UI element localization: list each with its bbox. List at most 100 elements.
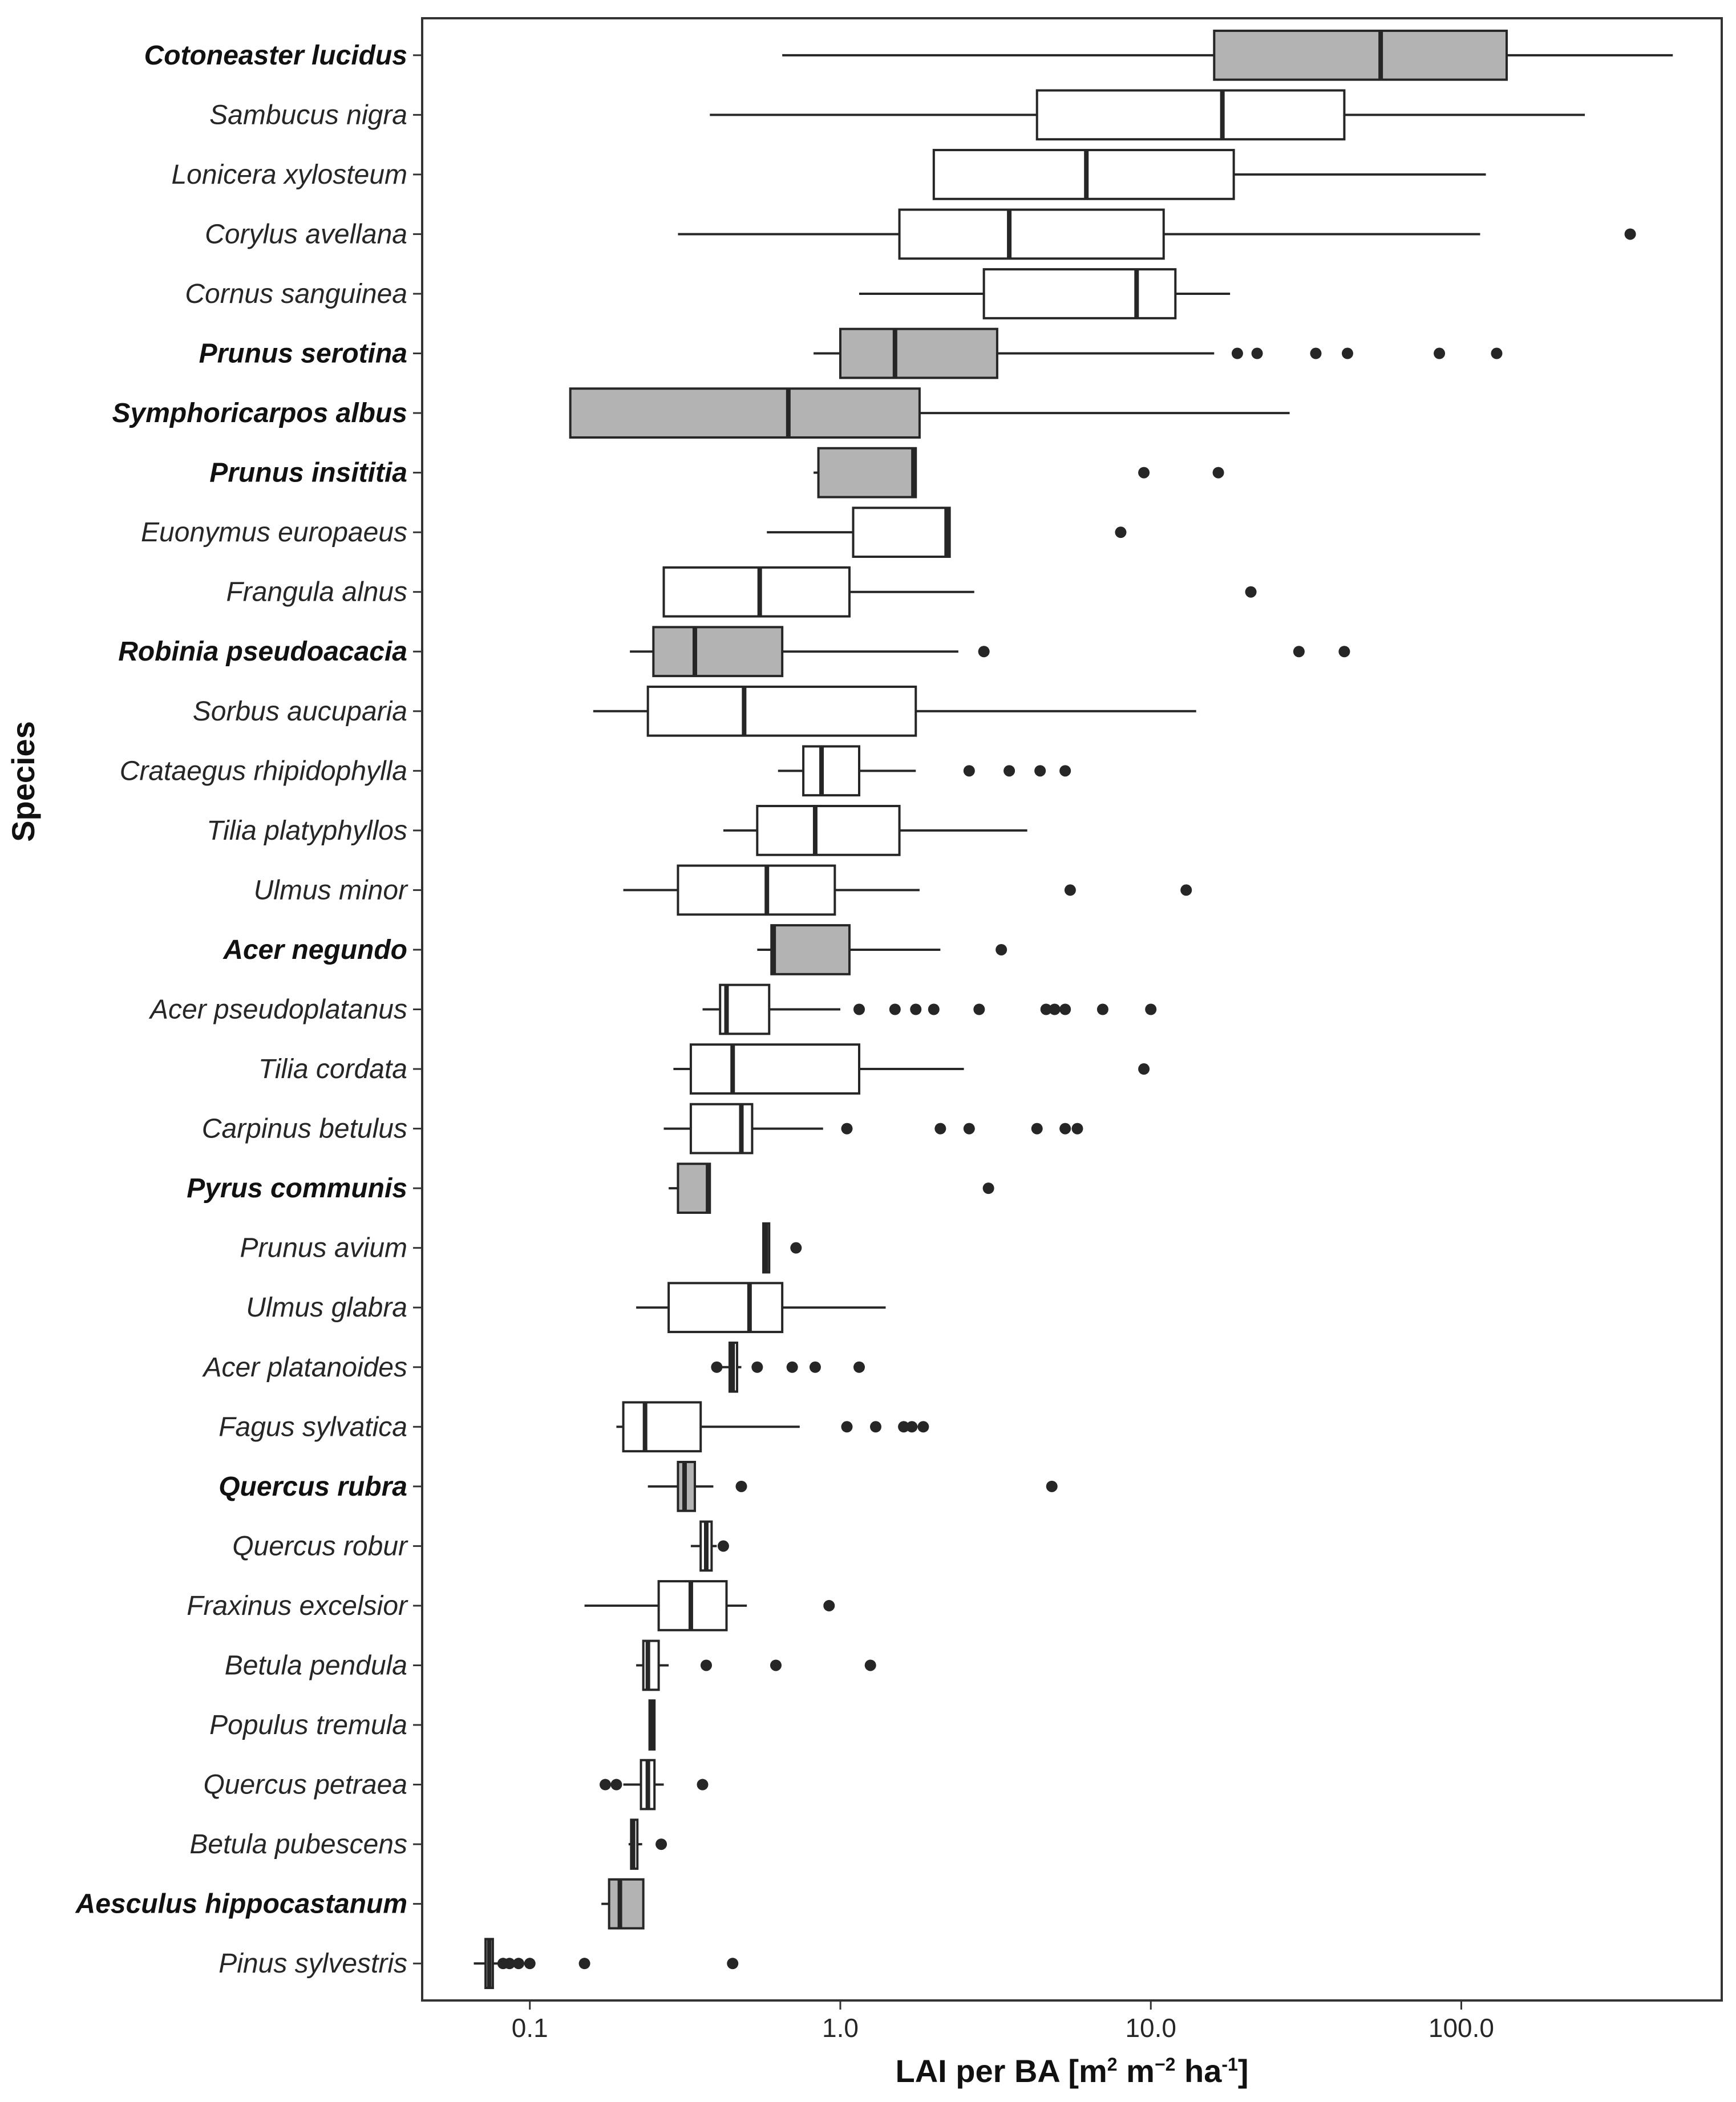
x-tick-label: 1.0 [822, 2013, 859, 2043]
box-group [669, 1163, 994, 1214]
box-group [723, 805, 1027, 856]
outlier-point [853, 1003, 865, 1015]
outlier-point [513, 1958, 525, 1970]
box-group [628, 1819, 667, 1870]
species-label: Cotoneaster lucidus [144, 40, 407, 71]
species-label: Quercus robur [232, 1531, 408, 1561]
outlier-point [1138, 467, 1150, 479]
outlier-point [1251, 347, 1263, 359]
outlier-point [1245, 586, 1257, 598]
outlier-point [610, 1779, 622, 1791]
species-label: Crataegus rhipidophylla [120, 756, 407, 786]
species-label: Quercus rubra [218, 1472, 407, 1502]
species-label: Tilia platyphyllos [207, 816, 407, 846]
species-label: Euonymus europaeus [141, 517, 407, 548]
outlier-point [1064, 884, 1076, 896]
box-group [814, 447, 1224, 499]
box-group [663, 1103, 1083, 1155]
species-label: Prunus insititia [209, 458, 407, 488]
box-group [601, 1878, 645, 1930]
box-group [616, 1401, 929, 1453]
outlier-point [1059, 1123, 1071, 1135]
box [1213, 29, 1508, 81]
outlier-point [809, 1361, 821, 1373]
boxes [474, 29, 1673, 1990]
outlier-point [1096, 1003, 1108, 1015]
outlier-point [600, 1779, 612, 1791]
outlier-point [928, 1003, 940, 1015]
x-tick-label: 10.0 [1125, 2013, 1176, 2043]
box [1035, 89, 1346, 141]
box-group [762, 1222, 802, 1274]
box-group [474, 1938, 739, 1990]
species-label: Sorbus aucuparia [193, 696, 407, 727]
outlier-point [853, 1361, 865, 1373]
outlier-point [898, 1421, 910, 1433]
box-group [662, 566, 1257, 618]
outlier-point [1138, 1063, 1150, 1075]
outlier-point [1231, 347, 1243, 359]
outlier-point [717, 1540, 729, 1552]
outlier-point [1046, 1480, 1058, 1492]
species-label: Populus tremula [209, 1710, 407, 1740]
box [802, 745, 861, 797]
outlier-point [1341, 347, 1353, 359]
outlier-point [578, 1958, 590, 1970]
species-label: Ulmus glabra [246, 1293, 407, 1323]
outlier-point [524, 1958, 536, 1970]
outlier-point [790, 1242, 802, 1254]
x-axis-title: LAI per BA [m2 m−2 ha-1] [896, 2053, 1249, 2089]
outlier-point [978, 646, 990, 658]
outlier-point [1003, 765, 1015, 777]
outlier-point [889, 1003, 901, 1015]
outlier-point [504, 1958, 516, 1970]
box-group [636, 1639, 876, 1691]
box [677, 864, 836, 916]
box-group [648, 1460, 1058, 1512]
outlier-point [1115, 526, 1127, 538]
species-label: Tilia cordata [258, 1054, 407, 1084]
box [898, 208, 1165, 260]
outlier-point [1310, 347, 1322, 359]
species-label: Carpinus betulus [202, 1114, 407, 1144]
outlier-point [1059, 1003, 1071, 1015]
box [756, 805, 901, 856]
outlier-point [910, 1003, 922, 1015]
species-label: Betula pubescens [189, 1829, 407, 1860]
outlier-point [655, 1838, 667, 1850]
species-label: Prunus avium [240, 1233, 407, 1263]
species-label: Symphoricarpos albus [112, 398, 407, 428]
outlier-point [1491, 347, 1503, 359]
species-label: Fagus sylvatica [218, 1412, 407, 1442]
outlier-point [711, 1361, 723, 1373]
box [569, 387, 921, 439]
box [839, 327, 998, 379]
outlier-point [1145, 1003, 1157, 1015]
outlier-point [869, 1421, 881, 1433]
outlier-point [1338, 646, 1350, 658]
x-tick-label: 0.1 [512, 2013, 548, 2043]
species-label: Robinia pseudoacacia [118, 637, 407, 667]
species-label: Pinus sylvestris [218, 1949, 407, 1979]
box [852, 507, 951, 558]
outlier-point [906, 1421, 918, 1433]
outlier-point [1293, 646, 1305, 658]
outlier-point [1040, 1003, 1052, 1015]
y-axis-title: Species [5, 721, 41, 842]
outlier-point [727, 1958, 739, 1970]
box-group [690, 1520, 729, 1572]
box-group [636, 1282, 886, 1334]
species-label: Fraxinus excelsior [187, 1591, 408, 1621]
box-group [859, 268, 1231, 319]
species-label: Sambucus nigra [209, 100, 407, 130]
outlier-point [996, 943, 1007, 955]
x-tick-label: 100.0 [1429, 2013, 1494, 2043]
box-group [932, 149, 1486, 200]
outlier-point [1031, 1123, 1043, 1135]
box-group [711, 1341, 865, 1393]
outlier-point [963, 765, 975, 777]
box-group [630, 626, 1350, 678]
outlier-point [841, 1123, 853, 1135]
outlier-point [1071, 1123, 1083, 1135]
